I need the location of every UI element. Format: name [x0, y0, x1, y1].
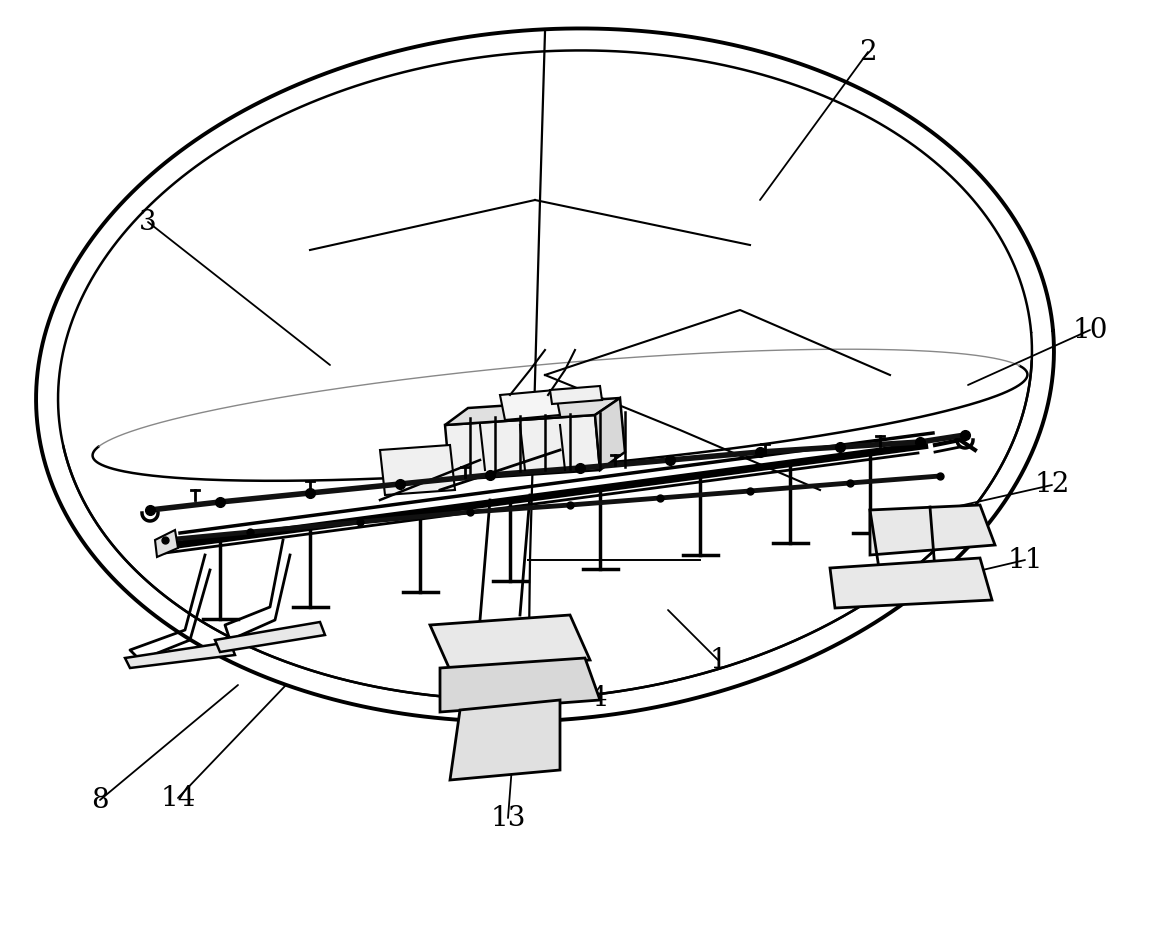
Polygon shape	[445, 415, 600, 480]
Text: 13: 13	[491, 805, 526, 832]
Polygon shape	[380, 445, 455, 495]
Polygon shape	[500, 390, 561, 420]
Polygon shape	[595, 398, 625, 470]
Polygon shape	[155, 530, 178, 557]
Text: 1: 1	[709, 646, 727, 673]
Polygon shape	[430, 615, 590, 670]
Text: 2: 2	[859, 38, 877, 66]
Polygon shape	[550, 386, 602, 404]
Text: 14: 14	[160, 784, 195, 811]
Text: 11: 11	[1007, 546, 1043, 574]
Polygon shape	[450, 700, 561, 780]
Polygon shape	[124, 642, 235, 668]
Polygon shape	[440, 658, 600, 712]
Polygon shape	[830, 558, 992, 608]
Text: 10: 10	[1072, 316, 1107, 344]
Text: 8: 8	[91, 787, 109, 813]
Text: 4: 4	[590, 685, 607, 712]
Text: 3: 3	[140, 208, 157, 236]
Polygon shape	[215, 622, 324, 652]
Polygon shape	[870, 505, 996, 555]
Polygon shape	[445, 398, 620, 425]
Text: 12: 12	[1034, 471, 1070, 499]
